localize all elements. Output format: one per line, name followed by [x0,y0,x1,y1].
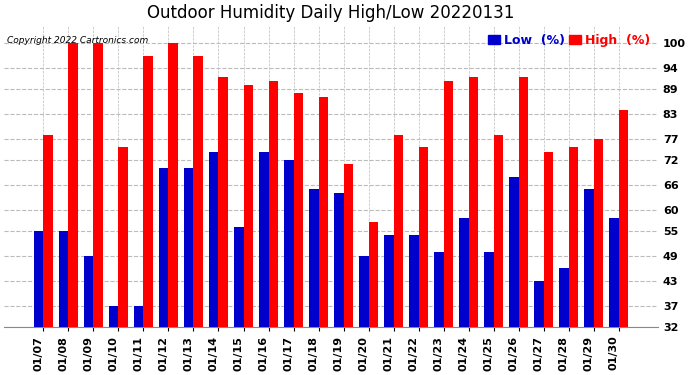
Bar [368,222,378,327]
Bar [184,168,193,327]
Bar [534,281,544,327]
Bar [219,76,228,327]
Bar [268,81,278,327]
Bar [334,193,344,327]
Bar [344,164,353,327]
Bar [34,231,43,327]
Bar [434,252,444,327]
Bar [619,110,629,327]
Bar [43,135,53,327]
Bar [609,218,619,327]
Bar [259,152,268,327]
Bar [319,98,328,327]
Bar [444,81,453,327]
Bar [119,147,128,327]
Legend: Low  (%), High  (%): Low (%), High (%) [486,33,652,48]
Bar [234,226,244,327]
Bar [469,76,478,327]
Bar [244,85,253,327]
Bar [293,93,303,327]
Bar [559,268,569,327]
Bar [359,256,368,327]
Bar [493,135,503,327]
Bar [144,56,153,327]
Bar [309,189,319,327]
Bar [93,43,103,327]
Bar [393,135,403,327]
Bar [459,218,469,327]
Bar [159,168,168,327]
Bar [68,43,78,327]
Bar [484,252,493,327]
Bar [569,147,578,327]
Bar [209,152,219,327]
Bar [284,160,293,327]
Bar [84,256,93,327]
Bar [59,231,68,327]
Bar [584,189,593,327]
Title: Outdoor Humidity Daily High/Low 20220131: Outdoor Humidity Daily High/Low 20220131 [148,4,515,22]
Bar [519,76,528,327]
Bar [409,235,419,327]
Bar [193,56,203,327]
Bar [419,147,428,327]
Bar [509,177,519,327]
Bar [384,235,393,327]
Bar [544,152,553,327]
Bar [168,43,178,327]
Bar [109,306,119,327]
Bar [134,306,144,327]
Bar [593,139,603,327]
Text: Copyright 2022 Cartronics.com: Copyright 2022 Cartronics.com [8,36,148,45]
